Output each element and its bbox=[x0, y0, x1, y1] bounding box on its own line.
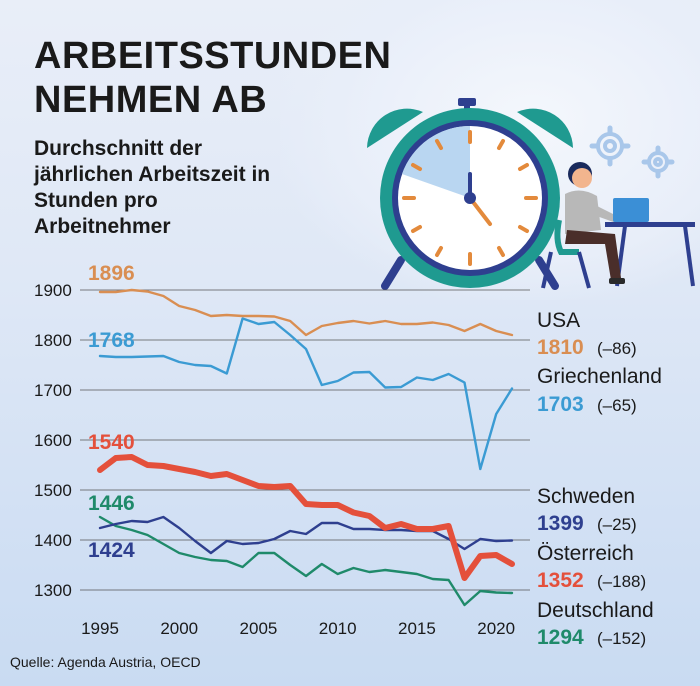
title-line-1: ARBEITSSTUNDEN bbox=[34, 35, 392, 77]
y-tick-label-1400: 1400 bbox=[34, 531, 72, 550]
y-tick-label-1900: 1900 bbox=[34, 281, 72, 300]
x-axis-ticks: 1995 2000 2005 2010 2015 2020 bbox=[81, 619, 515, 638]
y-axis-ticks: 1300 1400 1500 1600 1700 1800 1900 bbox=[34, 281, 72, 600]
end-value-griechenland: 1703 bbox=[537, 393, 584, 416]
x-tick-label-2000: 2000 bbox=[160, 619, 198, 638]
x-tick-label-2005: 2005 bbox=[240, 619, 278, 638]
person-at-laptop-icon bbox=[541, 162, 695, 289]
series-line-deutschland bbox=[98, 515, 514, 607]
series-name-usa: USA bbox=[537, 309, 580, 332]
end-value-usa: 1810 bbox=[537, 336, 584, 359]
start-label-schweden: 1424 bbox=[88, 539, 135, 562]
title-line-2: NEHMEN AB bbox=[34, 79, 268, 121]
series-name-griechenland: Griechenland bbox=[537, 365, 662, 388]
y-tick-label-1300: 1300 bbox=[34, 581, 72, 600]
series-line-usa bbox=[98, 288, 514, 337]
end-value-oesterreich: 1352 bbox=[537, 569, 584, 592]
x-tick-label-2020: 2020 bbox=[477, 619, 515, 638]
series-name-oesterreich: Österreich bbox=[537, 542, 634, 565]
y-tick-label-1500: 1500 bbox=[34, 481, 72, 500]
source-note: Quelle: Agenda Austria, OECD bbox=[10, 654, 201, 670]
start-label-griechenland: 1768 bbox=[88, 329, 135, 352]
change-oesterreich: (–188) bbox=[597, 572, 646, 591]
series-name-schweden: Schweden bbox=[537, 485, 635, 508]
change-usa: (–86) bbox=[597, 339, 637, 358]
series-name-deutschland: Deutschland bbox=[537, 599, 654, 622]
gear-icon bbox=[589, 125, 675, 179]
change-schweden: (–25) bbox=[597, 515, 637, 534]
series-line-griechenland bbox=[98, 317, 514, 471]
y-tick-label-1700: 1700 bbox=[34, 381, 72, 400]
chart-subtitle: Durchschnitt der jährlichen Arbeitszeit … bbox=[34, 137, 271, 238]
start-label-oesterreich: 1540 bbox=[88, 431, 135, 454]
y-tick-label-1800: 1800 bbox=[34, 331, 72, 350]
change-deutschland: (–152) bbox=[597, 629, 646, 648]
alarm-clock-icon bbox=[367, 98, 573, 290]
page-title: ARBEITSSTUNDEN NEHMEN AB bbox=[34, 34, 391, 122]
series-lines bbox=[97, 288, 515, 607]
x-tick-label-2010: 2010 bbox=[319, 619, 357, 638]
end-value-schweden: 1399 bbox=[537, 512, 584, 535]
series-line-schweden bbox=[98, 515, 514, 555]
x-tick-label-2015: 2015 bbox=[398, 619, 436, 638]
start-label-deutschland: 1446 bbox=[88, 492, 135, 515]
change-griechenland: (–65) bbox=[597, 396, 637, 415]
start-label-usa: 1896 bbox=[88, 262, 135, 285]
end-value-deutschland: 1294 bbox=[537, 626, 584, 649]
y-tick-label-1600: 1600 bbox=[34, 431, 72, 450]
x-tick-label-1995: 1995 bbox=[81, 619, 119, 638]
series-line-österreich bbox=[97, 454, 515, 581]
